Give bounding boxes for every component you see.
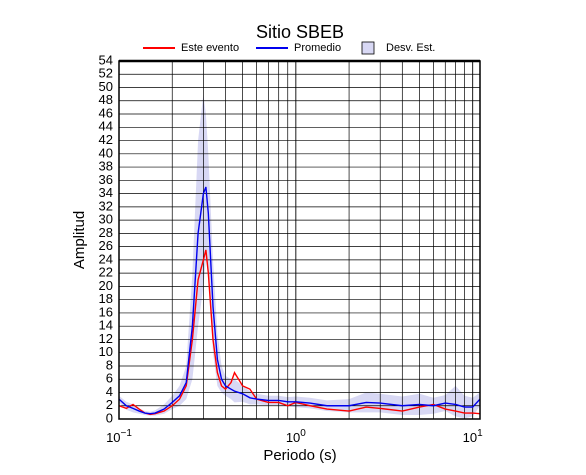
y-tick-label: 28 bbox=[99, 225, 113, 240]
y-tick-label: 4 bbox=[106, 384, 113, 399]
series-line bbox=[118, 186, 481, 415]
y-tick-label: 34 bbox=[99, 185, 113, 200]
x-tick-label: 100 bbox=[286, 428, 306, 446]
x-tick-base: 10 bbox=[106, 430, 120, 445]
legend-label: Desv. Est. bbox=[386, 42, 435, 54]
y-tick-label: 54 bbox=[99, 52, 113, 67]
y-tick-label: 20 bbox=[99, 278, 113, 293]
legend-label: Este evento bbox=[181, 42, 239, 54]
x-tick-label: 101 bbox=[463, 428, 483, 446]
x-tick-exponent: −1 bbox=[121, 428, 133, 439]
x-tick-base: 10 bbox=[463, 430, 477, 445]
y-tick-label: 2 bbox=[106, 397, 113, 412]
y-tick-label: 24 bbox=[99, 251, 113, 266]
y-tick-label: 8 bbox=[106, 357, 113, 372]
y-tick-label: 46 bbox=[99, 105, 113, 120]
y-tick-label: 0 bbox=[106, 410, 113, 425]
y-tick-label: 22 bbox=[99, 265, 113, 280]
y-tick-label: 36 bbox=[99, 172, 113, 187]
legend-swatch bbox=[361, 41, 375, 55]
y-tick-label: 42 bbox=[99, 132, 113, 147]
x-tick-exponent: 1 bbox=[477, 428, 483, 439]
chart-title: Sitio SBEB bbox=[256, 22, 344, 42]
y-tick-label: 26 bbox=[99, 238, 113, 253]
y-tick-label: 12 bbox=[99, 331, 113, 346]
x-tick-base: 10 bbox=[286, 430, 300, 445]
y-tick-label: 18 bbox=[99, 291, 113, 306]
y-tick-label: 10 bbox=[99, 344, 113, 359]
x-tick-exponent: 0 bbox=[300, 428, 306, 439]
y-axis-label: Amplitud bbox=[71, 211, 88, 269]
y-tick-label: 6 bbox=[106, 371, 113, 386]
y-tick-label: 32 bbox=[99, 198, 113, 213]
y-tick-label: 40 bbox=[99, 145, 113, 160]
plot-frame bbox=[118, 60, 481, 420]
series-line bbox=[118, 249, 481, 416]
y-tick-label: 30 bbox=[99, 212, 113, 227]
y-tick-label: 16 bbox=[99, 304, 113, 319]
std-band bbox=[119, 94, 480, 419]
y-tick-label: 38 bbox=[99, 159, 113, 174]
y-tick-label: 14 bbox=[99, 318, 113, 333]
y-tick-label: 50 bbox=[99, 79, 113, 94]
legend-label: Promedio bbox=[294, 42, 341, 54]
x-axis-label: Periodo (s) bbox=[263, 447, 336, 464]
x-tick-label: 10−1 bbox=[106, 428, 132, 446]
y-tick-label: 44 bbox=[99, 119, 113, 134]
y-tick-label: 48 bbox=[99, 92, 113, 107]
y-tick-label: 52 bbox=[99, 66, 113, 81]
